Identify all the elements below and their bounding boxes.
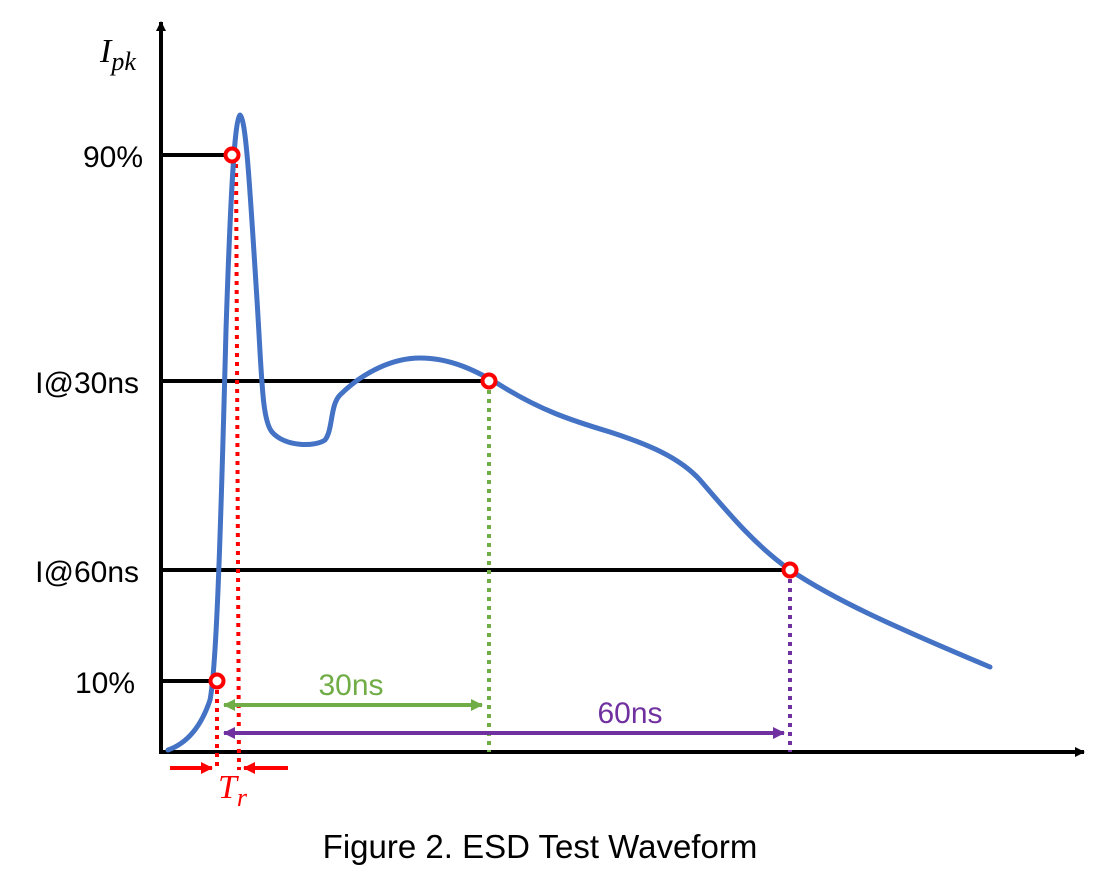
rise-time-label: Tr <box>218 769 248 812</box>
rise-time-label-sub: r <box>237 783 248 812</box>
y-axis-label-main: I <box>99 33 113 70</box>
rise-end-dotted-line <box>234 154 241 771</box>
rise-time-label-main: T <box>218 769 239 806</box>
level-label-10pct: 10% <box>75 667 135 700</box>
waveform-curve <box>165 112 993 753</box>
level-label-i60ns: I@60ns <box>35 556 139 589</box>
marker-10pct <box>208 672 226 690</box>
figure-caption: Figure 2. ESD Test Waveform <box>323 828 758 865</box>
marker-i60ns <box>781 561 799 579</box>
level-label-90pct: 90% <box>83 141 143 174</box>
marker-i30ns <box>480 372 498 390</box>
level-label-i30ns: I@30ns <box>35 367 139 400</box>
y-axis-label-sub: pk <box>109 47 136 76</box>
interval-30ns-label: 30ns <box>318 669 383 702</box>
marker-90pct <box>223 146 241 164</box>
interval-60ns-label: 60ns <box>597 697 662 730</box>
y-axis-label: Ipk <box>99 33 136 76</box>
